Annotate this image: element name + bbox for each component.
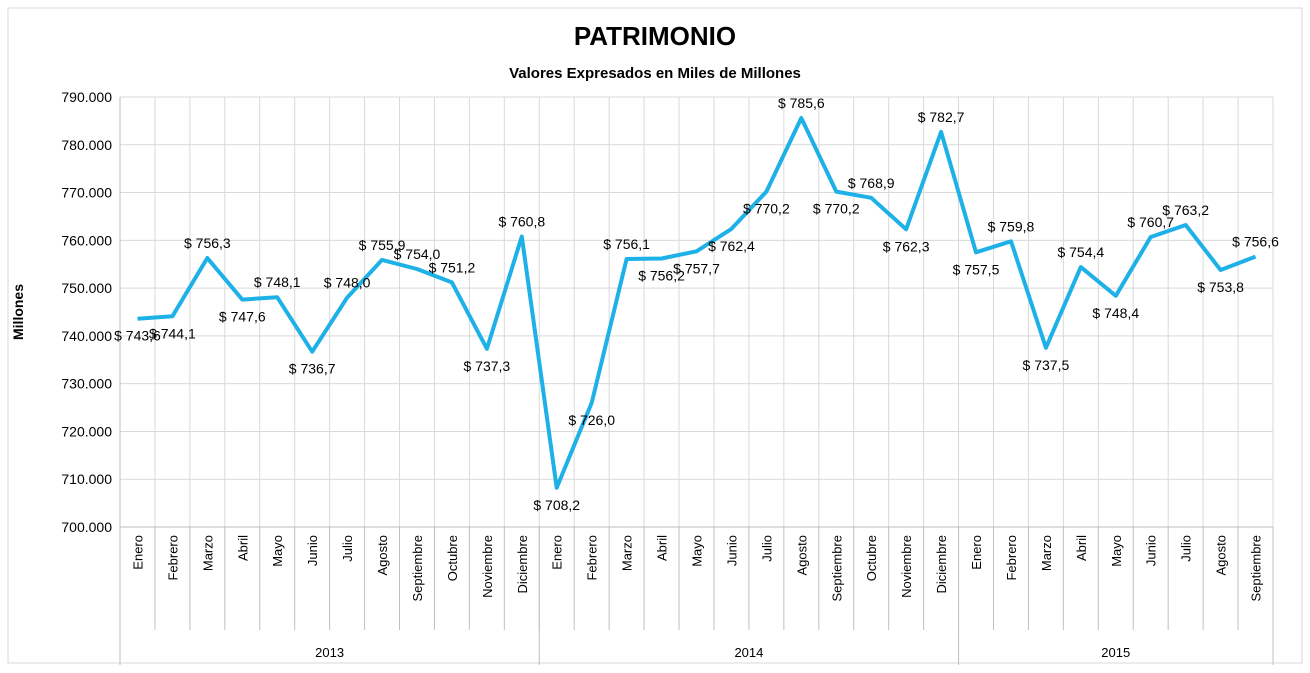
value-label: $ 754,4 — [1057, 244, 1104, 260]
value-label: $ 755,9 — [359, 237, 406, 253]
x-tick-label: Marzo — [620, 535, 635, 571]
chart-subtitle: Valores Expresados en Miles de Millones — [509, 65, 801, 82]
x-tick-label: Febrero — [585, 535, 600, 581]
value-label: $ 770,2 — [813, 201, 860, 217]
value-label: $ 737,3 — [464, 358, 511, 374]
value-label: $ 756,2 — [638, 267, 685, 283]
x-tick-label: Mayo — [270, 535, 285, 567]
line — [137, 116, 1257, 490]
value-label: $ 757,7 — [673, 260, 720, 276]
value-label: $ 751,2 — [429, 259, 476, 275]
y-tick-label: 740.000 — [61, 328, 112, 344]
x-tick-label: Agosto — [375, 535, 390, 575]
x-tick-label: Junio — [305, 535, 320, 566]
x-tick-label: Marzo — [200, 535, 215, 571]
x-group-label: 2014 — [734, 645, 763, 660]
value-label: $ 726,0 — [568, 412, 615, 428]
y-tick-label: 710.000 — [61, 471, 112, 487]
value-label: $ 754,0 — [394, 246, 441, 262]
value-label: $ 748,1 — [254, 274, 301, 290]
value-label: $ 785,6 — [778, 95, 825, 111]
y-axis-title: Millones — [10, 284, 26, 340]
value-label: $ 748,4 — [1092, 305, 1139, 321]
x-tick-label: Abril — [655, 535, 670, 561]
y-tick-label: 790.000 — [61, 89, 112, 105]
x-tick-label: Agosto — [794, 535, 809, 575]
x-tick-label: Julio — [340, 535, 355, 562]
value-label: $ 762,3 — [883, 238, 930, 254]
x-tick-label: Mayo — [1109, 535, 1124, 567]
x-tick-label: Enero — [130, 535, 145, 570]
value-label: $ 760,8 — [498, 214, 545, 230]
y-tick-label: 730.000 — [61, 376, 112, 392]
x-tick-label: Noviembre — [480, 535, 495, 598]
x-tick-label: Julio — [1179, 535, 1194, 562]
value-label: $ 770,2 — [743, 201, 790, 217]
x-tick-label: Febrero — [1004, 535, 1019, 581]
y-tick-label: 780.000 — [61, 137, 112, 153]
x-tick-label: Enero — [969, 535, 984, 570]
y-tick-label: 700.000 — [61, 519, 112, 535]
value-label: $ 768,9 — [848, 175, 895, 191]
value-label: $ 736,7 — [289, 361, 336, 377]
value-label: $ 747,6 — [219, 309, 266, 325]
x-tick-label: Septiembre — [1249, 535, 1264, 601]
value-label: $ 743,6 — [114, 328, 161, 344]
value-label: $ 760,7 — [1127, 214, 1174, 230]
x-tick-label: Abril — [235, 535, 250, 561]
x-tick-label: Febrero — [165, 535, 180, 581]
x-group-label: 2015 — [1101, 645, 1130, 660]
value-label: $ 759,8 — [988, 218, 1035, 234]
y-tick-label: 720.000 — [61, 423, 112, 439]
chart-title: PATRIMONIO — [574, 21, 736, 51]
value-label: $ 756,3 — [184, 235, 231, 251]
x-tick-label: Mayo — [690, 535, 705, 567]
x-tick-label: Abril — [1074, 535, 1089, 561]
value-label: $ 756,6 — [1232, 234, 1279, 250]
value-label: $ 756,1 — [603, 236, 650, 252]
value-label: $ 708,2 — [533, 497, 580, 513]
x-tick-label: Diciembre — [934, 535, 949, 594]
x-tick-label: Diciembre — [515, 535, 530, 594]
y-tick-label: 750.000 — [61, 280, 112, 296]
x-tick-label: Junio — [1144, 535, 1159, 566]
y-tick-label: 770.000 — [61, 185, 112, 201]
x-tick-label: Noviembre — [899, 535, 914, 598]
value-label: $ 782,7 — [918, 109, 965, 125]
x-tick-label: Julio — [759, 535, 774, 562]
y-tick-label: 760.000 — [61, 232, 112, 248]
value-label: $ 762,4 — [708, 238, 755, 254]
value-label: $ 753,8 — [1197, 279, 1244, 295]
x-tick-label: Agosto — [1214, 535, 1229, 575]
value-label: $ 763,2 — [1162, 202, 1209, 218]
value-label: $ 737,5 — [1023, 357, 1070, 373]
x-tick-label: Septiembre — [829, 535, 844, 601]
x-tick-label: Junio — [724, 535, 739, 566]
value-label: $ 757,5 — [953, 261, 1000, 277]
x-group-label: 2013 — [315, 645, 344, 660]
x-tick-label: Septiembre — [410, 535, 425, 601]
value-label: $ 748,0 — [324, 275, 371, 291]
x-tick-label: Octubre — [445, 535, 460, 581]
x-tick-label: Marzo — [1039, 535, 1054, 571]
x-tick-label: Enero — [550, 535, 565, 570]
x-tick-label: Octubre — [864, 535, 879, 581]
value-label: $ 744,1 — [149, 325, 196, 341]
